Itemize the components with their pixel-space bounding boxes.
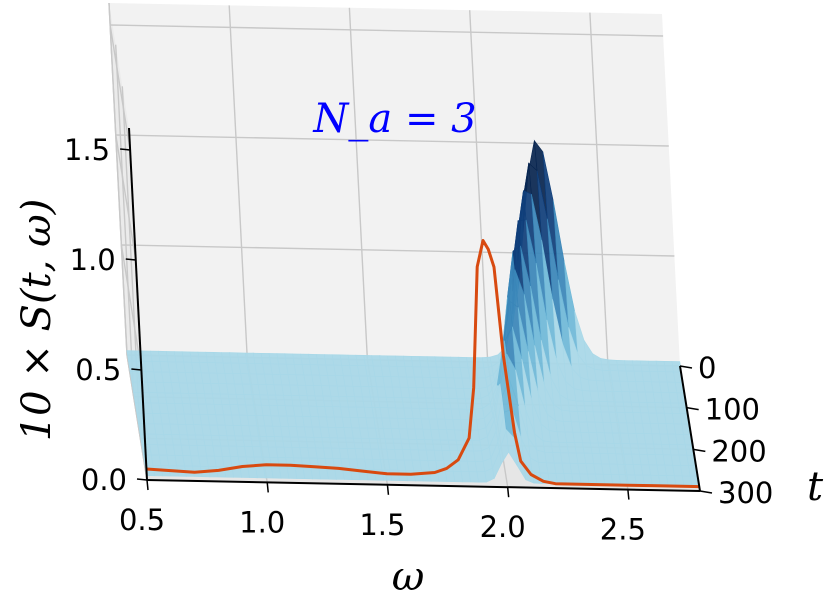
z-axis-label: 10 × S(t, ω) [14,199,60,442]
z-tick-label: 1.5 [64,133,110,167]
x-tick-label: 2.0 [480,510,526,544]
grid-line-z [115,134,669,147]
z-tick-mark [131,368,142,371]
back-pane [109,3,680,366]
y-tick-label: 300 [718,476,773,510]
y-tick-label: 200 [711,434,766,468]
tick-labels: 0.5 1.0 1.5 2.0 2.5 0 100 200 300 0.0 0.5 1.0 1.5 [64,133,773,547]
y-tick-mark [679,365,693,369]
x-tick-mark [266,482,269,493]
grid-line-x [228,5,248,358]
z-tick-label: 0.0 [81,463,127,497]
grid-line-y [108,2,128,356]
x-tick-label: 2.5 [600,513,646,547]
series-line [146,239,700,489]
z-tick-label: 1.0 [70,243,116,277]
axis-lines [128,127,701,492]
grid-line-y [115,44,135,397]
y-tick-mark [693,448,706,453]
x-tick-label: 1.5 [359,508,405,542]
x-tick-mark [386,484,390,495]
x-tick-mark [146,479,149,491]
y-tick-label: 0 [698,351,716,385]
grid-line-z [115,134,137,261]
grid-line-z [109,24,131,151]
y-axis-label: t [807,464,824,510]
y-tick-label: 100 [705,393,760,427]
z-tick-mark [136,478,148,481]
x-axis-line [146,479,701,492]
grid-line-x [469,10,489,363]
line-series [146,239,700,489]
x-tick-label: 0.5 [119,503,165,537]
x-tick-mark [506,487,510,498]
grid-line-z [121,244,675,257]
grid-line-z [110,24,664,37]
grid-line-x [589,12,609,365]
grid-line-z [126,354,148,481]
x-axis-label: ω [392,554,425,598]
y-tick-mark [686,406,699,411]
annotation-na: N_a = 3 [312,96,476,142]
y-tick-mark [699,490,713,494]
z-axis-line [128,127,148,481]
x-tick-mark [627,489,630,500]
grid-line-x [348,7,369,360]
z-tick-label: 0.5 [75,353,121,387]
y-axis-line [679,365,701,492]
z-tick-mark [125,258,136,261]
grid-line-z [120,244,143,371]
z-tick-mark [120,148,131,151]
x-tick-label: 1.0 [239,505,285,539]
